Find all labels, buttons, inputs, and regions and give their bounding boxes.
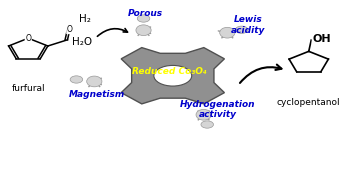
Ellipse shape	[137, 15, 150, 22]
Ellipse shape	[87, 76, 102, 87]
Text: H₂O: H₂O	[72, 37, 92, 47]
Text: Magnetism: Magnetism	[69, 90, 125, 99]
FancyArrowPatch shape	[97, 29, 127, 36]
Ellipse shape	[70, 76, 83, 83]
FancyArrowPatch shape	[240, 65, 282, 83]
Circle shape	[154, 65, 192, 86]
Text: H₂: H₂	[79, 14, 91, 24]
Ellipse shape	[220, 27, 235, 38]
Polygon shape	[121, 48, 224, 104]
Text: OH: OH	[312, 34, 331, 44]
Text: O: O	[25, 34, 31, 43]
Text: Reduced Co₃O₄: Reduced Co₃O₄	[132, 67, 207, 77]
Ellipse shape	[196, 109, 211, 120]
Text: furfural: furfural	[12, 84, 45, 93]
Ellipse shape	[235, 26, 248, 33]
Ellipse shape	[136, 25, 151, 36]
Text: Lewis
acidity: Lewis acidity	[231, 15, 266, 35]
Text: O: O	[67, 25, 73, 34]
Text: Hydrogenation
activity: Hydrogenation activity	[180, 100, 255, 119]
Ellipse shape	[201, 121, 214, 128]
Text: Porous: Porous	[128, 9, 163, 18]
Text: cyclopentanol: cyclopentanol	[277, 98, 341, 107]
